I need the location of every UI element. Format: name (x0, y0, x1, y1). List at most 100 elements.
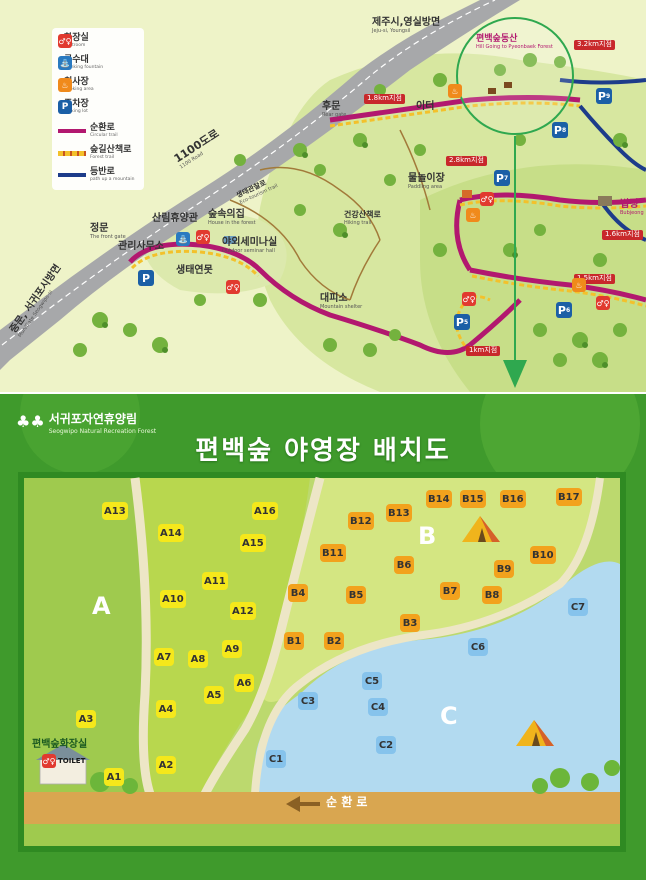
cooking-pot-icon: ♨ (466, 208, 480, 222)
campsite-b7[interactable]: B7 (440, 582, 460, 600)
tree-logo-icon: ♣♣ (16, 412, 45, 431)
label-management-office: 관리사무소 (118, 241, 164, 252)
restroom-icon: ♂♀ (42, 754, 56, 768)
campsite-a13[interactable]: A13 (102, 502, 128, 520)
campsite-b10[interactable]: B10 (530, 546, 556, 564)
campsite-a14[interactable]: A14 (158, 524, 184, 542)
campsite-b8[interactable]: B8 (482, 586, 502, 604)
toilet-sign: TOILET (58, 757, 86, 765)
legend-forest-trail: 숲길산책로 Forest trail (58, 146, 131, 161)
legend-restroom: ♂♀ 화장실 Restroom (58, 33, 89, 49)
map-legend: ♂♀ 화장실 Restroom ⛲ 급수대 Drinking fountain ♨ … (52, 28, 144, 190)
campsite-b3[interactable]: B3 (400, 614, 420, 632)
label-mountain-shelter: 대피소 Mountain shelter (320, 293, 363, 310)
zone-label-a: A (92, 592, 111, 620)
legend-mountain-path: 등반로 path up a mountain (58, 168, 134, 183)
campsite-a2[interactable]: A2 (156, 756, 176, 774)
campsite-a6[interactable]: A6 (234, 674, 254, 692)
campsite-c3[interactable]: C3 (298, 692, 318, 710)
campsite-b4[interactable]: B4 (288, 584, 308, 602)
campsite-c5[interactable]: C5 (362, 672, 382, 690)
label-outdoor-seminar: 야외세미나실 Outdoor seminar hall (222, 237, 278, 254)
campsite-a7[interactable]: A7 (154, 648, 174, 666)
campsite-c7[interactable]: C7 (568, 598, 588, 616)
campsite-b9[interactable]: B9 (494, 560, 514, 578)
campsite-a5[interactable]: A5 (204, 686, 224, 704)
campsite-a9[interactable]: A9 (222, 640, 242, 658)
campsite-b5[interactable]: B5 (346, 586, 366, 604)
restroom-icon: ♂♀ (196, 230, 210, 244)
zone-label-b: B (418, 522, 437, 550)
campsite-layout-map: ♣♣ 서귀포자연휴양림 Seogwipo Natural Recreation … (0, 394, 646, 880)
campsite-b15[interactable]: B15 (460, 490, 486, 508)
tent-icon (462, 516, 500, 542)
campsite-b11[interactable]: B11 (320, 544, 346, 562)
label-forest-house: 숲속의집 House in the forest (208, 209, 256, 226)
park-overview-map: ♂♀ 화장실 Restroom ⛲ 급수대 Drinking fountain ♨ … (0, 0, 646, 392)
distance-marker: 1km지점 (466, 346, 501, 356)
label-jeju-direction: 제주시,영실방면 Jeju-si, Youngsil (372, 17, 441, 34)
restroom-icon: ♂♀ (226, 280, 240, 294)
legend-drinking-fountain: ⛲ 급수대 Drinking fountain (58, 56, 103, 71)
forest-logo: ♣♣ 서귀포자연휴양림 Seogwipo Natural Recreation … (16, 412, 157, 435)
distance-marker: 2.8km지점 (446, 156, 487, 166)
cooking-pot-icon: ♨ (58, 78, 72, 93)
campsite-a11[interactable]: A11 (202, 572, 228, 590)
parking-icon: P (138, 270, 154, 286)
campsite-b12[interactable]: B12 (348, 512, 374, 530)
page-title: 편백숲 야영장 배치도 (195, 436, 451, 466)
restroom-icon: ♂♀ (596, 296, 610, 310)
label-pyeonbaek-hill: 편백숲동산 Hill Going to Pyeonbaek Forest (476, 34, 553, 50)
legend-circular-trail: 순환로 Circular trail (58, 124, 118, 139)
campsite-b1[interactable]: B1 (284, 632, 304, 650)
mountain-path-swatch (58, 173, 86, 178)
campsite-a16[interactable]: A16 (252, 502, 278, 520)
restroom-icon: ♂♀ (58, 34, 72, 49)
legend-parking: P 주차장 Parking lot (58, 100, 89, 115)
campsite-c2[interactable]: C2 (376, 736, 396, 754)
zone-label-c: C (440, 702, 458, 730)
campsite-b6[interactable]: B6 (394, 556, 414, 574)
restroom-icon: ♂♀ (462, 292, 476, 306)
tent-icon (516, 720, 554, 746)
label-front-gate: 정문 The front gate (90, 223, 126, 240)
label-theater: 이터 (416, 101, 435, 112)
circular-trail-swatch (58, 129, 86, 134)
campsite-c1[interactable]: C1 (266, 750, 286, 768)
campsite-a12[interactable]: A12 (230, 602, 256, 620)
label-paddling-area: 물놀이장 Paddling area (408, 173, 445, 190)
forest-trail-swatch (58, 150, 86, 156)
circular-road-label: 순 환 로 (326, 795, 368, 809)
campsite-b16[interactable]: B16 (500, 490, 526, 508)
campsite-a3[interactable]: A3 (76, 710, 96, 728)
campsite-b17[interactable]: B17 (556, 488, 582, 506)
legend-cooking-area: ♨ 취사장 Cooking area (58, 78, 94, 93)
distance-marker: 3.2km지점 (574, 40, 615, 50)
restroom-icon: ♂♀ (480, 192, 494, 206)
parking-icon: P (58, 100, 72, 115)
campsite-b13[interactable]: B13 (386, 504, 412, 522)
label-recreation-lodge: 산림휴양관 (152, 213, 198, 224)
distance-marker: 1.5km지점 (574, 274, 615, 284)
campsite-c4[interactable]: C4 (368, 698, 388, 716)
distance-marker: 1.6km지점 (602, 230, 643, 240)
toilet-label: 편백숲화장실 (32, 739, 88, 750)
cooking-pot-icon: ♨ (572, 278, 586, 292)
campsite-terrain (0, 394, 646, 880)
campsite-b14[interactable]: B14 (426, 490, 452, 508)
label-hiking-trail: 건강산책로 Hiking trail (344, 210, 381, 226)
campsite-c6[interactable]: C6 (468, 638, 488, 656)
campsite-a4[interactable]: A4 (156, 700, 176, 718)
campsite-a1[interactable]: A1 (104, 768, 124, 786)
drinking-fountain-icon: ⛲ (58, 56, 72, 71)
campsite-b2[interactable]: B2 (324, 632, 344, 650)
campsite-a8[interactable]: A8 (188, 650, 208, 668)
campsite-a15[interactable]: A15 (240, 534, 266, 552)
cooking-pot-icon: ♨ (448, 84, 462, 98)
campsite-a10[interactable]: A10 (160, 590, 186, 608)
